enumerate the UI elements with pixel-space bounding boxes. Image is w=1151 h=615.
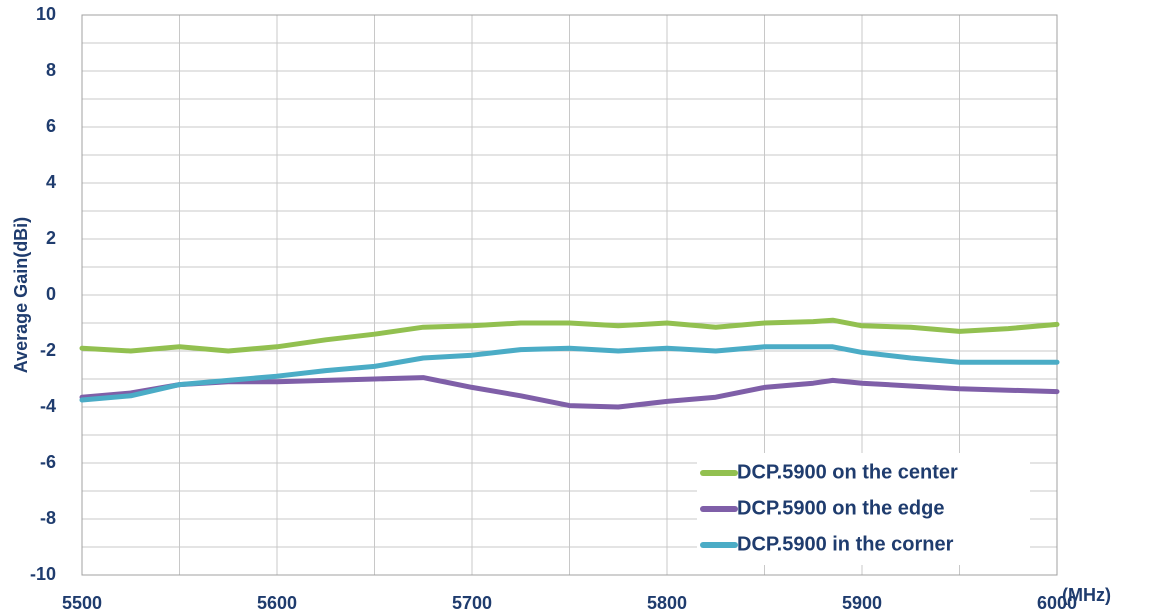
y-tick-label: 6: [46, 116, 56, 136]
legend-label: DCP.5900 in the corner: [737, 533, 954, 555]
x-tick-label: 6000: [1037, 593, 1077, 613]
y-tick-label: -2: [40, 340, 56, 360]
y-tick-label: 4: [46, 172, 56, 192]
x-tick-label: 5900: [842, 593, 882, 613]
y-tick-label: -10: [30, 564, 56, 584]
legend: DCP.5900 on the center DCP.5900 on the ed…: [697, 453, 1030, 565]
plot-frame: [81, 14, 1058, 576]
legend-box: [697, 453, 1030, 565]
y-tick-label: -8: [40, 508, 56, 528]
y-tick-label: 2: [46, 228, 56, 248]
x-tick-label: 5500: [62, 593, 102, 613]
series-line: [79, 317, 1060, 354]
y-tick-label: 10: [36, 4, 56, 24]
legend-label: DCP.5900 on the center: [737, 461, 958, 483]
x-unit-label: (MHz): [1062, 585, 1111, 605]
y-tick-label: -4: [40, 396, 56, 416]
series-line: [79, 344, 1060, 403]
y-axis-label: Average Gain(dBi): [11, 217, 31, 373]
x-tick-label: 5600: [257, 593, 297, 613]
series-line: [79, 375, 1060, 410]
y-tick-label: 8: [46, 60, 56, 80]
legend-label: DCP.5900 on the edge: [737, 497, 944, 519]
x-tick-label: 5700: [452, 593, 492, 613]
y-tick-label: -6: [40, 452, 56, 472]
x-tick-label: 5800: [647, 593, 687, 613]
y-tick-label: 0: [46, 284, 56, 304]
